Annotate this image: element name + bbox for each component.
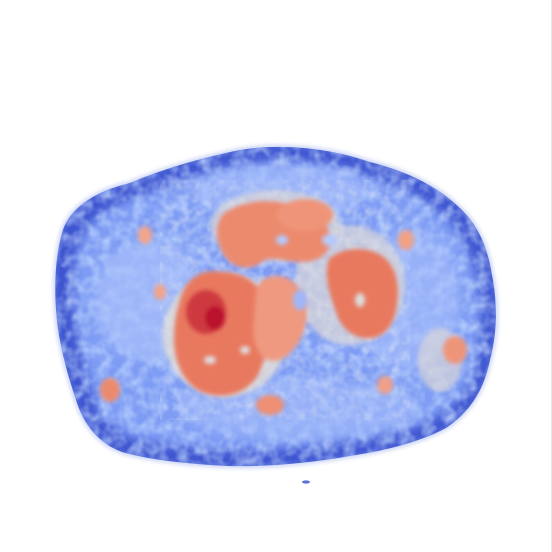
scan-highlights (204, 234, 365, 364)
scan-edge-halo (53, 145, 498, 468)
scan-core-region (186, 290, 226, 334)
scan-stray-speck (302, 480, 310, 484)
